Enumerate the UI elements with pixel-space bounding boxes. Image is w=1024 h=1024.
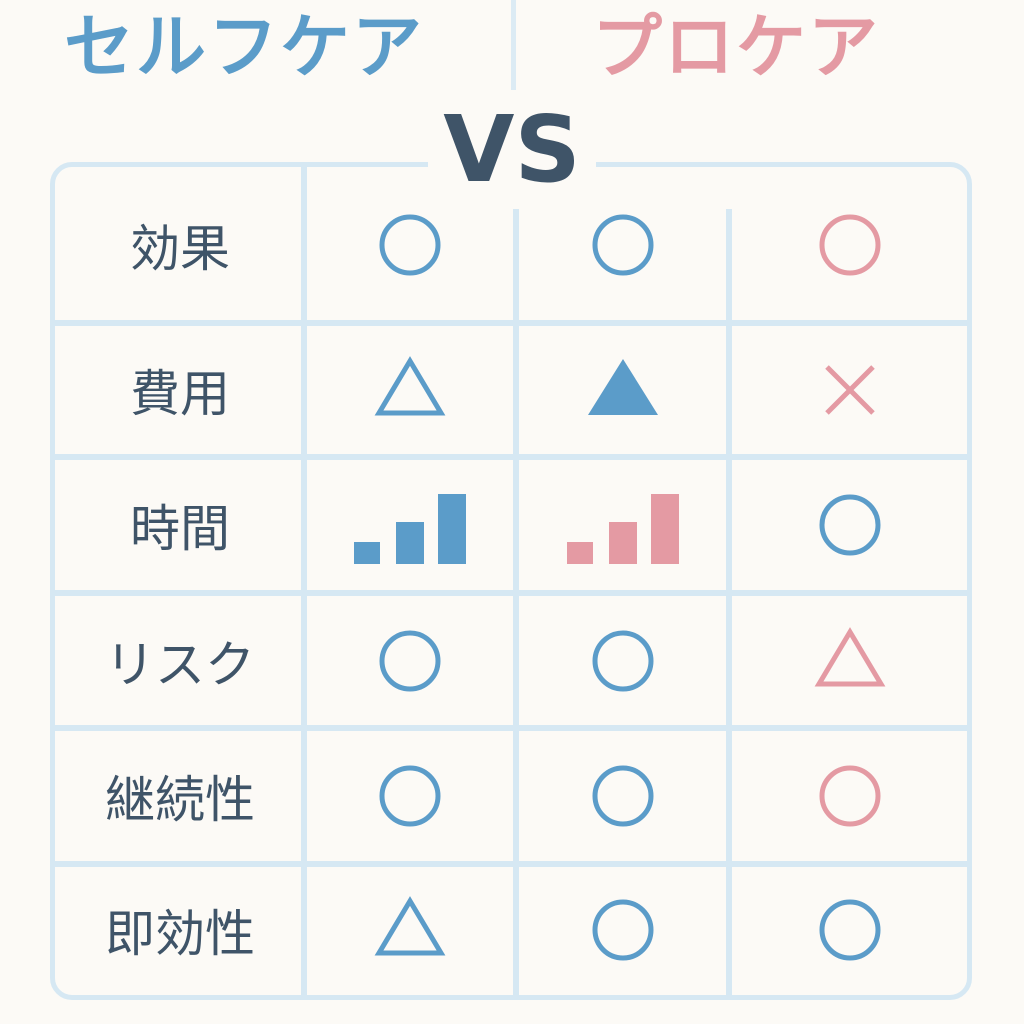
triangle-mark-icon: [374, 895, 446, 955]
filled-triangle-mark-icon: [587, 359, 658, 415]
rating-cell: [307, 593, 513, 728]
bar-chart-icon: [354, 494, 466, 564]
row-divider: [55, 725, 967, 731]
rating-cell: [519, 167, 726, 323]
circle-mark-icon: [819, 899, 880, 960]
rating-cell: [519, 593, 726, 728]
rating-cell: [732, 167, 967, 323]
column-divider: [513, 209, 519, 995]
row-label: 継続性: [105, 771, 255, 829]
bar-chart-icon: [566, 494, 679, 564]
circle-mark-icon: [819, 765, 880, 827]
triangle-mark-icon: [814, 626, 885, 686]
rating-cell: [307, 323, 513, 457]
circle-mark-icon: [379, 765, 441, 827]
row-divider: [55, 861, 967, 867]
rating-cell: [732, 728, 967, 864]
row-label: 費用: [130, 365, 230, 423]
rating-cell: [519, 864, 726, 995]
rating-cell: [732, 457, 967, 593]
circle-mark-icon: [379, 214, 441, 276]
triangle-mark-icon: [374, 356, 446, 416]
rating-cell: [732, 864, 967, 995]
column-divider: [726, 209, 732, 995]
rating-cell: [307, 864, 513, 995]
column-divider: [301, 167, 307, 995]
circle-mark-icon: [592, 630, 653, 691]
circle-mark-icon: [819, 494, 880, 556]
row-divider: [55, 320, 967, 326]
selfcare-title: セルフケア: [64, 6, 424, 88]
circle-mark-icon: [819, 214, 880, 276]
rating-cell: [519, 728, 726, 864]
circle-mark-icon: [592, 765, 653, 827]
row-label: 効果: [130, 220, 230, 278]
row-divider: [55, 454, 967, 460]
circle-mark-icon: [592, 214, 653, 276]
circle-mark-icon: [592, 899, 653, 960]
rating-cell: [307, 167, 513, 323]
rating-cell: [732, 593, 967, 728]
rating-cell: [307, 728, 513, 864]
rating-cell: [519, 457, 726, 593]
cross-mark-icon: [824, 365, 875, 415]
row-label: 時間: [130, 500, 230, 558]
comparison-table: 効果費用時間リスク継続性即効性: [50, 162, 972, 1000]
procare-title: プロケア: [592, 6, 880, 88]
circle-mark-icon: [379, 630, 441, 691]
rating-cell: [519, 323, 726, 457]
title-divider: [511, 0, 516, 90]
row-label: リスク: [105, 635, 255, 694]
rating-cell: [307, 457, 513, 593]
row-label: 即効性: [105, 904, 255, 963]
row-divider: [55, 590, 967, 596]
vs-label: VS: [428, 100, 596, 200]
rating-cell: [732, 323, 967, 457]
